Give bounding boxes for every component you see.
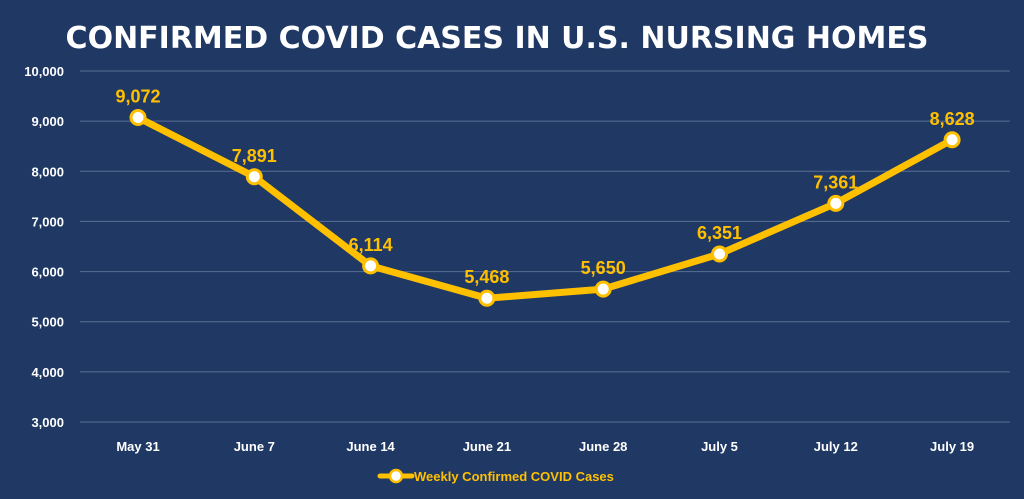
gridlines: [80, 70, 1010, 423]
y-tick-label: 5,000: [31, 315, 64, 330]
legend-marker-swatch: [388, 468, 404, 484]
y-tick-label: 3,000: [31, 415, 64, 430]
data-label: 7,361: [813, 172, 858, 192]
x-axis-tick-labels: May 31 June 7 June 14 June 21 June 28 July 5 J…: [116, 439, 974, 454]
data-label: 7,891: [232, 146, 277, 166]
x-tick-label: July 19: [930, 439, 974, 454]
data-labels: 9,072 7,891 6,114 5,468 5,650 6,351 7,361 8,628: [115, 87, 974, 288]
legend-label: Weekly Confirmed COVID Cases: [414, 469, 614, 484]
data-label: 5,468: [464, 267, 509, 287]
data-label: 8,628: [930, 109, 975, 129]
x-tick-label: July 12: [814, 439, 858, 454]
y-tick-label: 6,000: [31, 265, 64, 280]
y-tick-label: 4,000: [31, 365, 64, 380]
data-label: 6,351: [697, 223, 742, 243]
data-point-marker: [827, 194, 845, 212]
data-point-marker: [711, 245, 728, 263]
data-label: 5,650: [581, 258, 626, 278]
y-tick-label: 7,000: [31, 214, 64, 229]
series-line: [134, 114, 956, 302]
y-tick-label: 10,000: [24, 64, 64, 79]
chart-title: CONFIRMED COVID CASES IN U.S. NURSING HO…: [66, 21, 929, 56]
x-tick-label: June 28: [579, 439, 627, 454]
legend: Weekly Confirmed COVID Cases: [377, 468, 614, 484]
data-label: 9,072: [115, 87, 160, 107]
x-tick-label: June 14: [346, 439, 395, 454]
data-point-marker: [594, 280, 612, 298]
y-axis-tick-labels: 3,000 4,000 5,000 6,000 7,000 8,000 9,000 10,00…: [24, 64, 64, 430]
x-tick-label: June 21: [463, 439, 511, 454]
series-weekly-confirmed-cases: [129, 109, 961, 307]
x-tick-label: July 5: [701, 439, 738, 454]
data-point-marker: [943, 131, 961, 149]
x-tick-label: May 31: [116, 439, 159, 454]
y-tick-label: 8,000: [31, 164, 64, 179]
data-point-marker: [245, 168, 263, 186]
data-point-marker: [478, 289, 496, 307]
x-tick-label: June 7: [234, 439, 275, 454]
data-point-marker: [129, 109, 147, 127]
data-label: 6,114: [349, 235, 393, 255]
y-tick-label: 9,000: [31, 114, 64, 129]
data-point-marker: [362, 257, 380, 275]
